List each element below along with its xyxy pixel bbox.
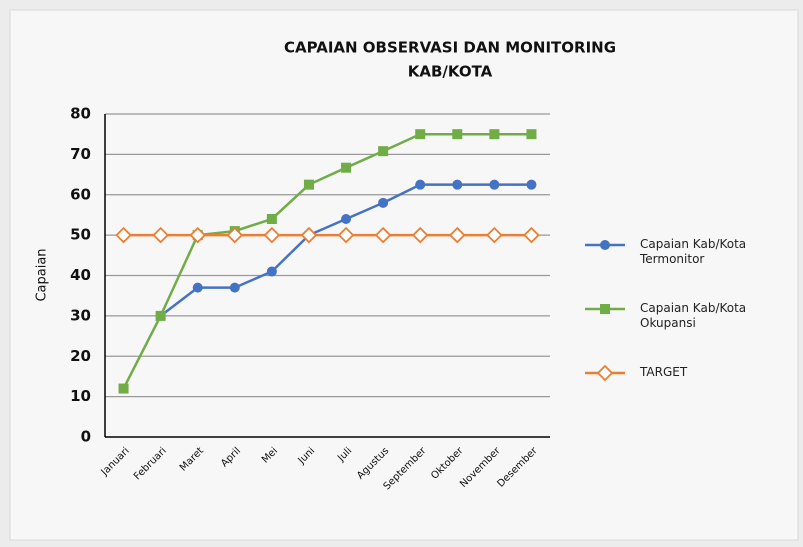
y-tick-label: 10 xyxy=(70,387,91,405)
series-line xyxy=(122,132,532,390)
y-tick-label: 80 xyxy=(70,105,91,123)
point xyxy=(526,129,537,140)
point xyxy=(486,226,503,244)
point xyxy=(596,364,614,382)
point xyxy=(152,226,169,244)
point xyxy=(452,129,463,140)
point xyxy=(489,179,500,190)
legend-label: Capaian Kab/Kota Termonitor xyxy=(640,237,747,266)
point xyxy=(415,129,426,140)
point xyxy=(411,226,429,244)
y-tick-label: 70 xyxy=(70,145,91,163)
point xyxy=(489,129,500,140)
y-tick-label: 40 xyxy=(70,266,91,284)
point xyxy=(341,162,352,173)
point xyxy=(526,179,537,190)
chart-title: KAB/KOTA xyxy=(408,63,493,81)
legend-label: TARGET xyxy=(640,365,688,379)
legend-label: Capaian Kab/Kota Okupansi xyxy=(640,301,747,330)
y-tick-label: 30 xyxy=(70,306,91,324)
point xyxy=(452,179,463,190)
point xyxy=(263,226,281,244)
point xyxy=(600,304,610,314)
point xyxy=(118,383,129,394)
point xyxy=(415,179,426,190)
point xyxy=(523,226,540,244)
point xyxy=(378,197,389,208)
point xyxy=(600,240,610,250)
point xyxy=(229,282,240,293)
point xyxy=(341,213,352,224)
chart-title: CAPAIAN OBSERVASI DAN MONITORING xyxy=(284,39,616,57)
point xyxy=(189,226,206,244)
point xyxy=(378,146,389,157)
y-tick-label: 50 xyxy=(70,226,91,244)
point xyxy=(226,226,244,244)
y-axis-label: Capaian xyxy=(35,248,50,301)
point xyxy=(266,213,277,224)
point xyxy=(115,226,132,244)
point xyxy=(337,226,355,244)
point xyxy=(155,310,166,321)
y-tick-label: 0 xyxy=(81,428,91,446)
point xyxy=(449,226,466,244)
point xyxy=(266,266,277,277)
point xyxy=(374,226,392,244)
point xyxy=(300,226,318,244)
point xyxy=(303,179,314,190)
y-tick-label: 60 xyxy=(70,185,91,203)
point xyxy=(192,282,203,293)
y-tick-label: 20 xyxy=(70,347,91,365)
